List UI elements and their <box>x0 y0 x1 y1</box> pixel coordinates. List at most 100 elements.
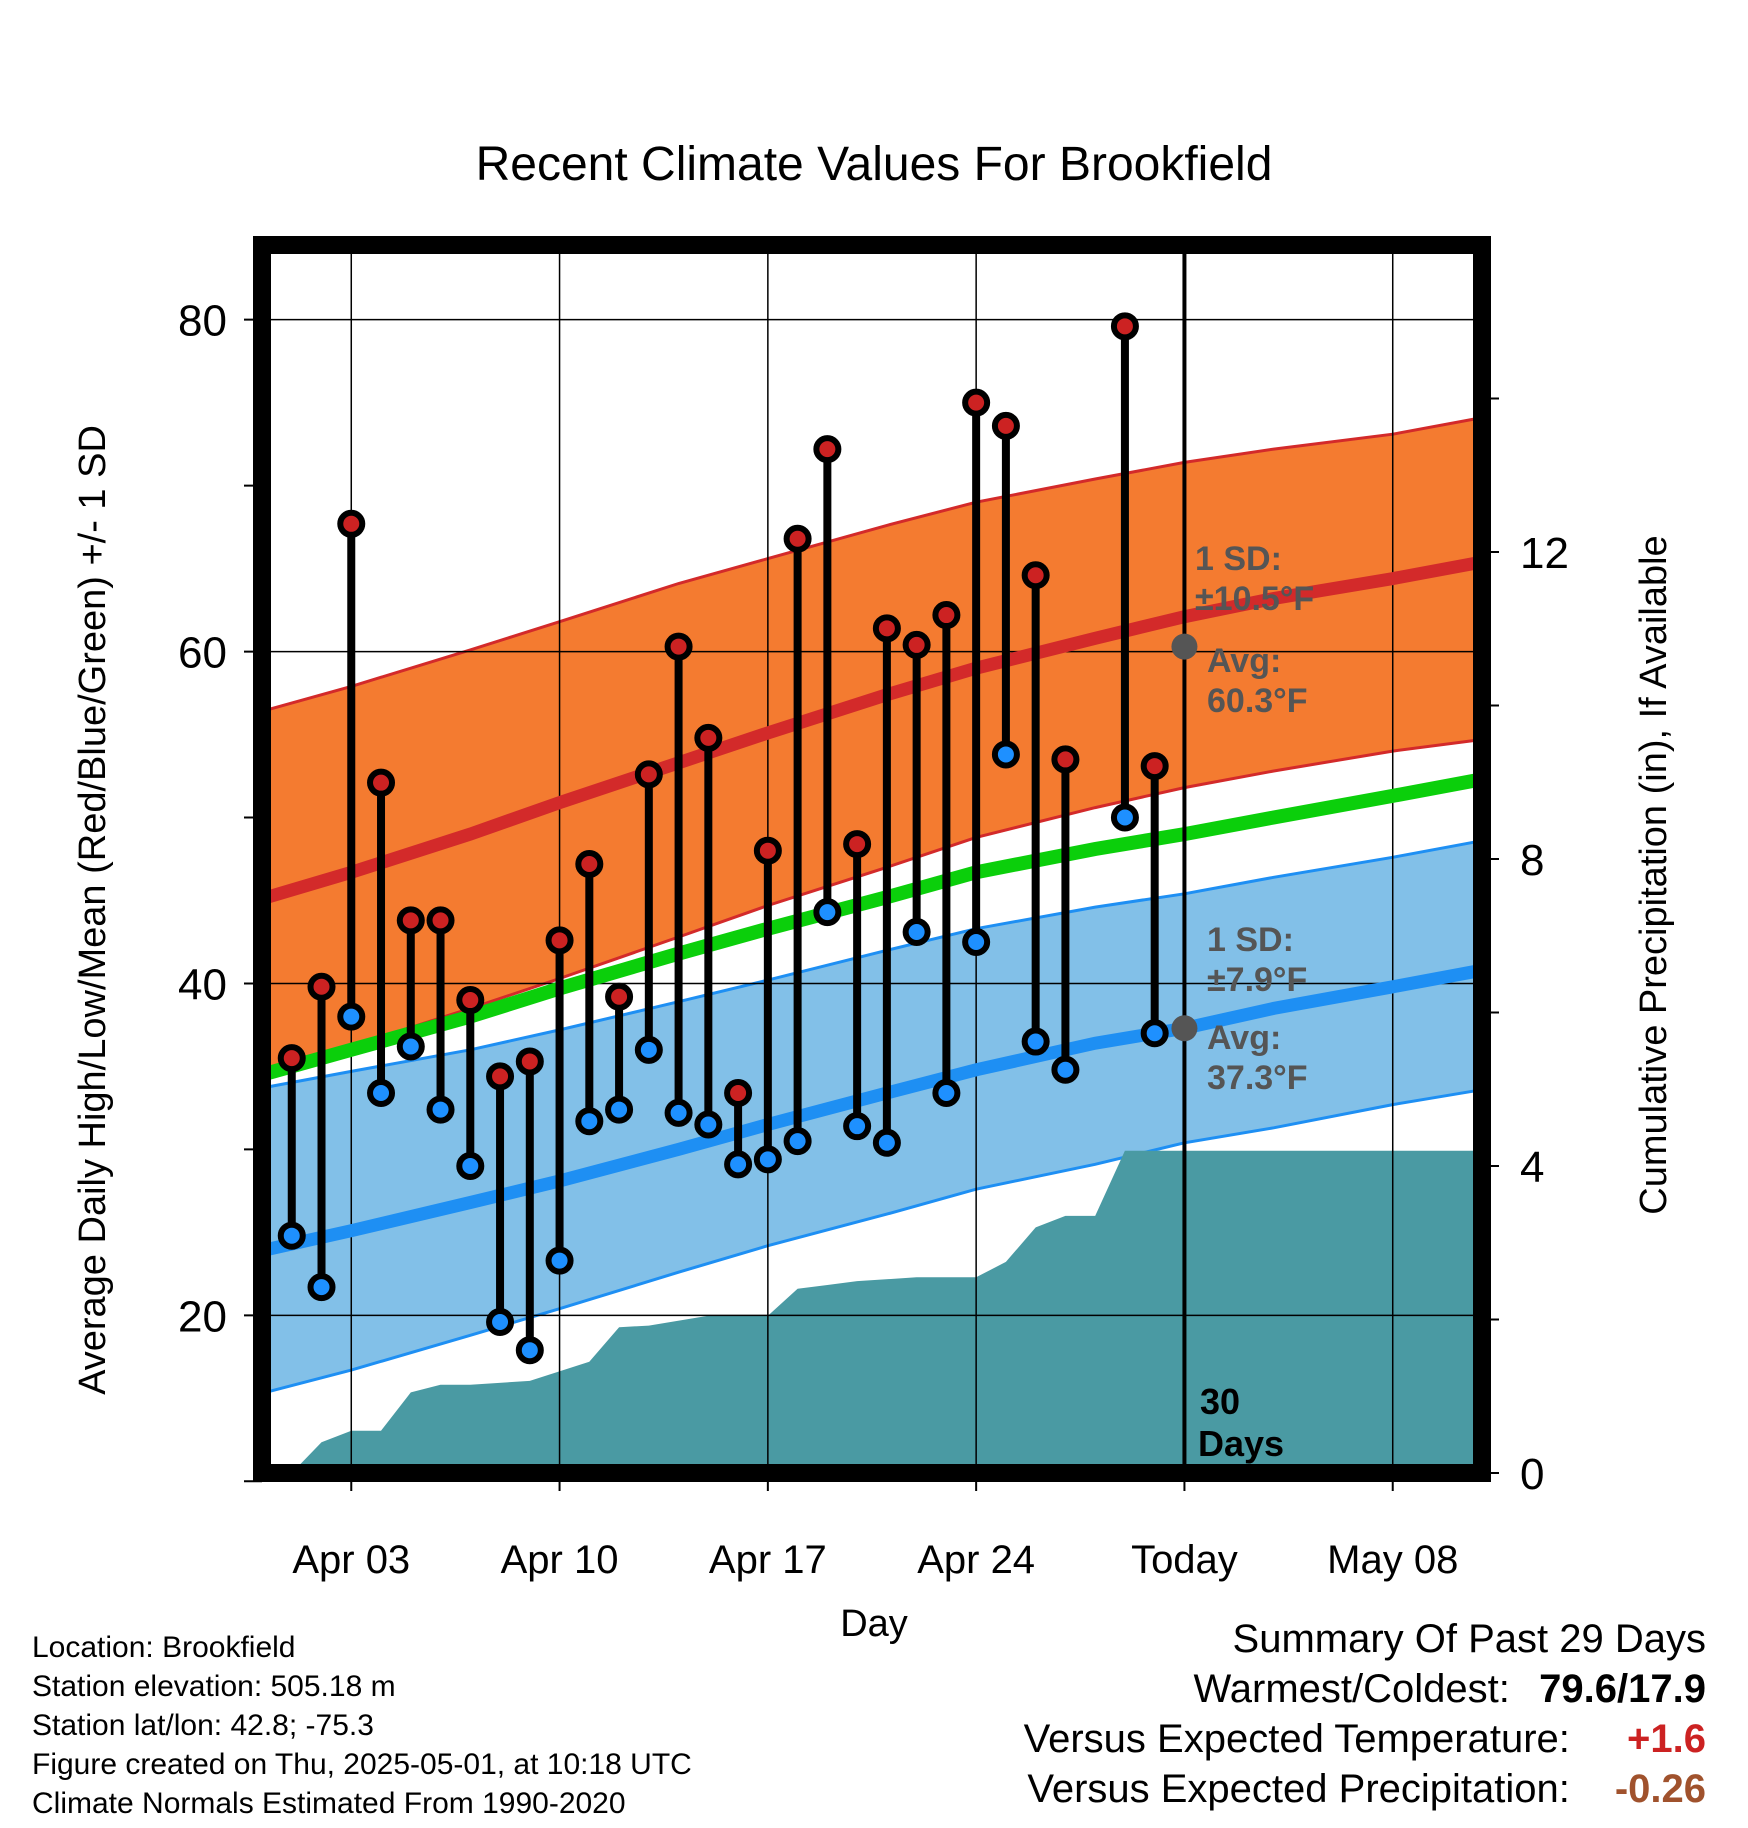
x-tick-label: Apr 17 <box>709 1538 827 1582</box>
high-temp-point <box>307 972 336 1001</box>
y2-tick-label: 4 <box>1520 1143 1544 1192</box>
low-temp-point <box>991 740 1020 769</box>
precip-area <box>262 1150 1482 1473</box>
info-elevation: Station elevation: 505.18 m <box>32 1670 396 1703</box>
summary-temp-row: Versus Expected Temperature: +1.6 <box>1024 1714 1706 1764</box>
y-tick-label: 40 <box>178 960 227 1009</box>
temp-label: Versus Expected Temperature: <box>1023 1717 1570 1761</box>
high-temp-point <box>1051 745 1080 774</box>
high-temp-point <box>664 632 693 661</box>
info-created: Figure created on Thu, 2025-05-01, at 10… <box>32 1748 692 1781</box>
low-temp-point <box>753 1145 782 1174</box>
y2-tick-label: 12 <box>1520 529 1569 578</box>
days-unit-label: Days <box>1198 1423 1284 1464</box>
x-tick-label: Apr 10 <box>501 1538 619 1582</box>
days-count-label: 30 <box>1200 1381 1240 1422</box>
high-temp-point <box>932 601 961 630</box>
y-tick-label: 20 <box>178 1292 227 1341</box>
y-tick-label: 80 <box>178 297 227 346</box>
summary-title: Summary Of Past 29 Days <box>1232 1617 1706 1661</box>
precip-value: -0.26 <box>1614 1767 1706 1811</box>
low-temp-point <box>426 1095 455 1124</box>
low-temp-point <box>813 898 842 927</box>
low-temp-point <box>932 1078 961 1107</box>
high-temp-point <box>872 614 901 643</box>
high-temp-point <box>277 1044 306 1073</box>
x-tick-label: Today <box>1131 1538 1238 1582</box>
high-temp-point <box>575 849 604 878</box>
y2-axis-label: Cumulative Precipitation (in), If Availa… <box>1633 535 1675 1214</box>
low-avg-annotation: Avg: 37.3°F <box>1207 1019 1308 1097</box>
y2-tick-label: 0 <box>1520 1450 1544 1499</box>
high-temp-point <box>456 986 485 1015</box>
low-temp-point <box>367 1078 396 1107</box>
low-temp-point <box>634 1035 663 1064</box>
warmest-value: 79.6/17.9 <box>1539 1667 1706 1711</box>
low-temp-point <box>396 1032 425 1061</box>
low-temp-point <box>783 1127 812 1156</box>
high-temp-point <box>1110 312 1139 341</box>
low-sd-band-lower-edge <box>261 1088 1483 1395</box>
summary-precip-row: Versus Expected Precipitation: -0.26 <box>1024 1764 1706 1814</box>
high-temp-point <box>634 760 663 789</box>
high-temp-point <box>991 411 1020 440</box>
high-temp-point <box>545 926 574 955</box>
low-temp-point <box>902 918 931 947</box>
warmest-label: Warmest/Coldest: <box>1193 1667 1510 1711</box>
y-tick-label: 60 <box>178 629 227 678</box>
low-temp-point <box>277 1221 306 1250</box>
high-temp-point <box>515 1047 544 1076</box>
low-temp-point <box>694 1110 723 1139</box>
low-temp-point <box>605 1095 634 1124</box>
low-temp-point <box>575 1107 604 1136</box>
summary-warmest-row: Warmest/Coldest: 79.6/17.9 <box>1024 1664 1707 1714</box>
info-normals: Climate Normals Estimated From 1990-2020 <box>32 1787 626 1820</box>
precip-label: Versus Expected Precipitation: <box>1027 1767 1570 1811</box>
x-axis-label: Day <box>840 1603 908 1645</box>
low-temp-point <box>1051 1055 1080 1084</box>
high-temp-point <box>813 435 842 464</box>
high-sd-band-upper-edge <box>261 416 1483 713</box>
temp-value: +1.6 <box>1627 1717 1706 1761</box>
low-temp-point <box>962 927 991 956</box>
high-avg-annotation: Avg: 60.3°F <box>1207 642 1308 720</box>
low-temp-point <box>843 1112 872 1141</box>
high-avg-today-marker <box>1171 633 1198 660</box>
summary-panel: Summary Of Past 29 Days Warmest/Coldest:… <box>1024 1614 1706 1814</box>
low-temp-point <box>515 1336 544 1365</box>
info-location: Location: Brookfield <box>32 1631 296 1664</box>
low-temp-point <box>872 1128 901 1157</box>
high-temp-point <box>337 509 366 538</box>
low-temp-point <box>456 1152 485 1180</box>
high-temp-point <box>1140 752 1169 781</box>
low-temp-point <box>664 1098 693 1127</box>
low-temp-point <box>486 1307 515 1336</box>
low-temp-point <box>724 1150 753 1179</box>
high-temp-point <box>843 830 872 859</box>
x-tick-label: Apr 03 <box>292 1538 410 1582</box>
high-temp-point <box>1021 561 1050 590</box>
low-temp-point <box>1110 803 1139 832</box>
high-temp-point <box>694 723 723 752</box>
plot-area: 1 SD: ±10.5°F Avg: 60.3°F 1 SD: ±7.9°F Avg: 37.… <box>178 236 1569 1582</box>
low-avg-today-marker <box>1171 1015 1198 1042</box>
low-temp-point <box>337 1002 366 1031</box>
high-sd-annotation: 1 SD: ±10.5°F <box>1195 540 1314 618</box>
high-temp-point <box>902 630 931 659</box>
info-latlon: Station lat/lon: 42.8; -75.3 <box>32 1709 374 1742</box>
high-temp-point <box>783 524 812 553</box>
low-temp-point <box>1021 1027 1050 1056</box>
low-temp-point <box>1140 1019 1169 1048</box>
low-temp-point <box>545 1246 574 1275</box>
high-temp-point <box>753 836 782 865</box>
high-temp-point <box>367 768 396 797</box>
y2-tick-label: 8 <box>1520 836 1544 885</box>
y-axis-label: Average Daily High/Low/Mean (Red/Blue/Gr… <box>72 425 114 1395</box>
low-temp-point <box>307 1273 336 1302</box>
station-info: Location: Brookfield Station elevation: … <box>32 1628 692 1823</box>
high-temp-point <box>962 388 991 417</box>
high-temp-point <box>426 906 455 935</box>
x-tick-label: May 08 <box>1327 1538 1458 1582</box>
high-sd-band <box>262 417 1482 1072</box>
